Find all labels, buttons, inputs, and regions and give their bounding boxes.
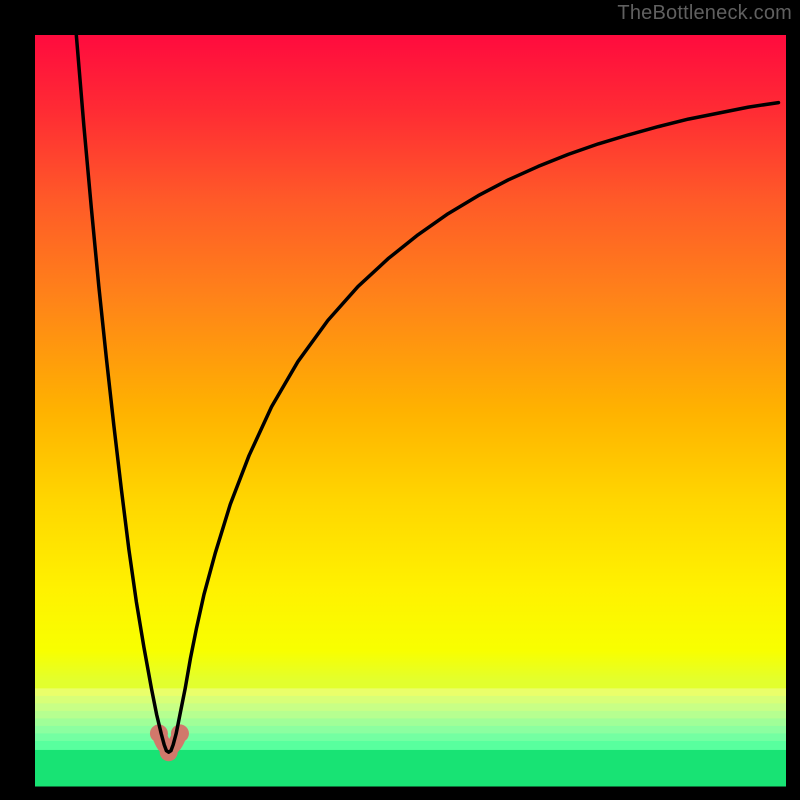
gradient-band <box>35 711 786 719</box>
gradient-band <box>35 718 786 726</box>
gradient-band <box>35 726 786 734</box>
gradient-band <box>35 703 786 711</box>
gradient-band <box>35 741 786 751</box>
gradient-band <box>35 688 786 696</box>
gradient-band <box>35 750 786 787</box>
watermark-text: TheBottleneck.com <box>617 2 792 25</box>
gradient-band <box>35 733 786 741</box>
gradient-band <box>35 696 786 704</box>
bottleneck-curve-chart <box>0 0 800 800</box>
chart-container: TheBottleneck.com <box>0 0 800 800</box>
